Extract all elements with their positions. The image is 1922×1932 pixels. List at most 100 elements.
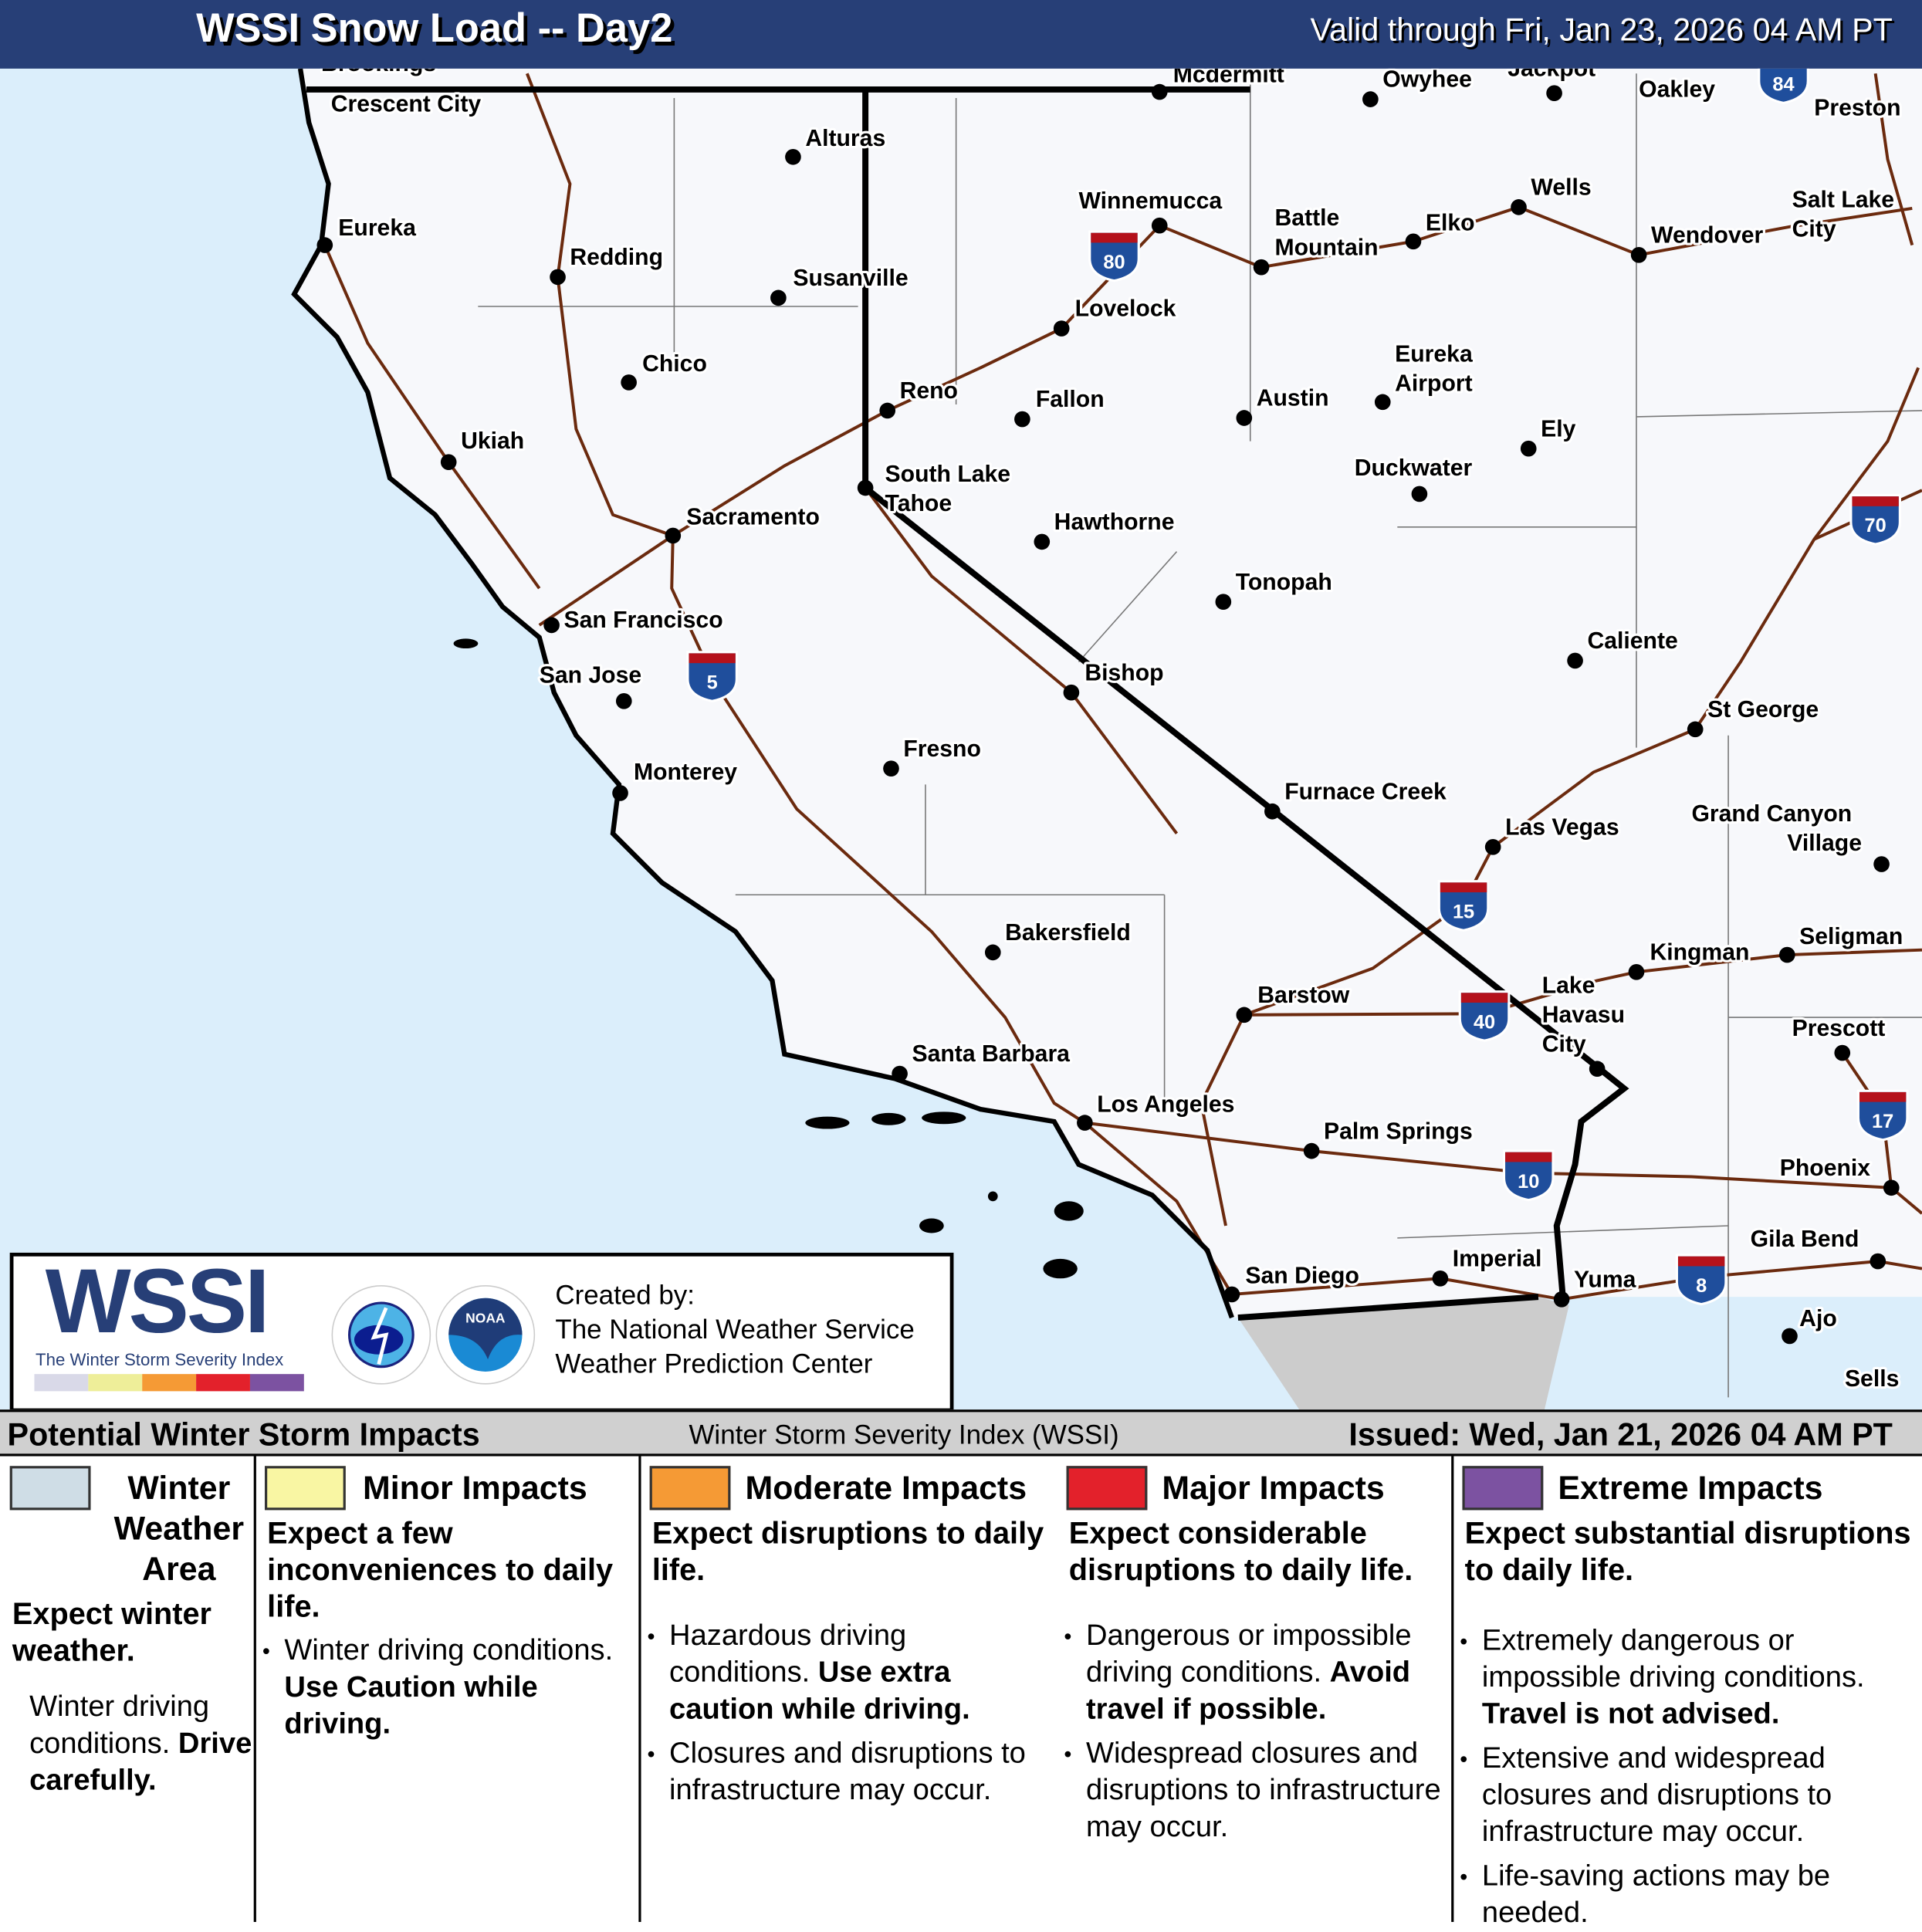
legend-index-name: Winter Storm Severity Index (WSSI) bbox=[689, 1419, 1119, 1450]
city-fallon[interactable]: Fallon bbox=[1014, 384, 1107, 428]
city-dot-icon bbox=[1215, 594, 1232, 611]
city-seligman[interactable]: Seligman bbox=[1778, 922, 1905, 963]
city-fresno[interactable]: Fresno bbox=[883, 734, 983, 777]
city-caliente[interactable]: Caliente bbox=[1567, 626, 1680, 669]
city-los-angeles[interactable]: Los Angeles bbox=[1077, 1089, 1237, 1131]
city-barstow[interactable]: Barstow bbox=[1236, 980, 1352, 1024]
impact-bullet: Closures and disruptions to infrastructu… bbox=[647, 1736, 1042, 1809]
city-crescent-city[interactable]: Crescent City bbox=[329, 89, 484, 119]
city-palm-springs[interactable]: Palm Springs bbox=[1303, 1116, 1475, 1159]
impact-bullet: Winter driving conditions. Use Caution w… bbox=[262, 1633, 632, 1743]
city-san-diego[interactable]: San Diego bbox=[1223, 1260, 1362, 1303]
city-prescott[interactable]: Prescott bbox=[1789, 1013, 1888, 1061]
city-dot-icon bbox=[1484, 838, 1501, 855]
bullet-text: Hazardous driving conditions. bbox=[669, 1619, 907, 1690]
city-duckwater[interactable]: Duckwater bbox=[1352, 453, 1475, 502]
city-mcdermitt[interactable]: Mcdermitt bbox=[1151, 69, 1287, 100]
city-lovelock[interactable]: Lovelock bbox=[1053, 294, 1179, 337]
highway-line bbox=[1244, 948, 1922, 1017]
city-sacramento[interactable]: Sacramento bbox=[665, 502, 822, 544]
city-dot-icon bbox=[1546, 85, 1562, 102]
interstate-80-shield-icon: 80 bbox=[1088, 230, 1140, 283]
city-dot-icon bbox=[1034, 533, 1051, 550]
city-preston[interactable]: Preston bbox=[1812, 93, 1903, 123]
wssi-scale-swatch bbox=[34, 1374, 89, 1392]
city-alturas[interactable]: Alturas bbox=[785, 123, 888, 165]
category-swatch bbox=[1066, 1466, 1148, 1511]
wssi-scale-swatch bbox=[196, 1374, 250, 1392]
city-st-george[interactable]: St George bbox=[1687, 695, 1821, 738]
credit-org-wpc: Weather Prediction Center bbox=[555, 1348, 873, 1379]
city-hawthorne[interactable]: Hawthorne bbox=[1034, 507, 1177, 550]
city-chico[interactable]: Chico bbox=[621, 349, 709, 391]
city-san-francisco[interactable]: San Francisco bbox=[543, 605, 726, 635]
interstate-number: 17 bbox=[1872, 1111, 1893, 1132]
city-winnemucca[interactable]: Winnemucca bbox=[1076, 186, 1225, 234]
city-ukiah[interactable]: Ukiah bbox=[440, 426, 526, 470]
city-kingman[interactable]: Kingman bbox=[1628, 937, 1752, 980]
city-sells[interactable]: Sells bbox=[1842, 1364, 1902, 1394]
city-owyhee[interactable]: Owyhee bbox=[1362, 69, 1474, 107]
city-dot-icon bbox=[857, 479, 874, 496]
city-label: Wendover bbox=[1651, 222, 1763, 248]
city-tonopah[interactable]: Tonopah bbox=[1215, 567, 1335, 611]
city-oakley[interactable]: Oakley bbox=[1636, 74, 1718, 104]
city-battle-mountain[interactable]: Battle Mountain bbox=[1253, 203, 1381, 276]
city-santa-barbara[interactable]: Santa Barbara bbox=[892, 1039, 1072, 1082]
city-dot-icon bbox=[1511, 199, 1527, 215]
city-susanville[interactable]: Susanville bbox=[770, 263, 911, 306]
city-brookings[interactable]: Brookings bbox=[319, 69, 438, 79]
city-austin[interactable]: Austin bbox=[1236, 383, 1332, 426]
city-label: Brookings bbox=[321, 69, 436, 76]
city-dot-icon bbox=[1264, 803, 1281, 820]
city-label: Redding bbox=[570, 245, 663, 270]
bullet-text: Winter driving conditions. bbox=[29, 1690, 210, 1761]
city-ely[interactable]: Ely bbox=[1520, 414, 1579, 457]
island bbox=[453, 638, 479, 649]
map-canvas[interactable]: 80 5 15 40 10 8 17 70 84 Brookings Crescent City E… bbox=[0, 68, 1922, 1410]
city-reno[interactable]: Reno bbox=[879, 376, 960, 419]
bullet-text: Winter driving conditions. bbox=[284, 1633, 614, 1667]
city-wendover[interactable]: Wendover bbox=[1630, 220, 1766, 263]
city-yuma[interactable]: Yuma bbox=[1553, 1264, 1639, 1308]
city-dot-icon bbox=[1236, 410, 1253, 426]
city-eureka[interactable]: Eureka bbox=[316, 213, 418, 253]
city-wells[interactable]: Wells bbox=[1511, 172, 1594, 215]
city-label: Salt Lake City bbox=[1792, 187, 1894, 242]
city-dot-icon bbox=[1778, 946, 1795, 963]
city-bishop[interactable]: Bishop bbox=[1063, 658, 1166, 701]
legend-divider bbox=[1451, 1456, 1454, 1922]
city-label: Imperial bbox=[1453, 1246, 1542, 1271]
city-las-vegas[interactable]: Las Vegas bbox=[1484, 812, 1622, 855]
city-jackpot[interactable]: Jackpot bbox=[1505, 69, 1598, 102]
city-furnace-creek[interactable]: Furnace Creek bbox=[1264, 777, 1449, 820]
city-south-lake-tahoe[interactable]: South Lake Tahoe bbox=[857, 459, 1013, 519]
city-elko[interactable]: Elko bbox=[1405, 208, 1477, 250]
interstate-84-shield-icon: 84 bbox=[1758, 68, 1809, 105]
city-dot-icon bbox=[984, 944, 1001, 961]
city-dot-icon bbox=[1374, 394, 1391, 411]
mexico-region bbox=[1237, 1297, 1569, 1410]
legend-title: Potential Winter Storm Impacts bbox=[7, 1416, 480, 1453]
city-phoenix[interactable]: Phoenix bbox=[1778, 1153, 1900, 1196]
city-san-jose[interactable]: San Jose bbox=[537, 660, 644, 709]
city-monterey[interactable]: Monterey bbox=[612, 757, 739, 801]
city-label: Alturas bbox=[805, 126, 885, 151]
city-salt-lake-city[interactable]: Salt Lake City bbox=[1789, 184, 1897, 244]
state-border bbox=[862, 89, 1629, 1298]
bullet-emphasis: Use Caution while driving. bbox=[284, 1670, 538, 1741]
bullet-text: Extremely dangerous or impossible drivin… bbox=[1481, 1624, 1865, 1694]
city-eureka-airport[interactable]: Eureka Airport bbox=[1374, 339, 1475, 411]
city-lake-havasu-city[interactable]: Lake Havasu City bbox=[1540, 970, 1627, 1078]
city-redding[interactable]: Redding bbox=[550, 242, 665, 286]
city-bakersfield[interactable]: Bakersfield bbox=[984, 918, 1133, 961]
city-grand-canyon-village[interactable]: Grand Canyon Village bbox=[1689, 799, 1890, 872]
city-ajo[interactable]: Ajo bbox=[1782, 1304, 1839, 1345]
city-imperial[interactable]: Imperial bbox=[1432, 1243, 1545, 1287]
city-gila-bend[interactable]: Gila Bend bbox=[1748, 1224, 1886, 1270]
noaa-logo: NOAA bbox=[435, 1285, 536, 1385]
interstate-shields: 80 5 15 40 10 8 17 70 84 bbox=[686, 68, 1909, 1306]
wssi-scale-swatch bbox=[142, 1374, 197, 1392]
wssi-scale-swatch bbox=[88, 1374, 143, 1392]
interstate-number: 10 bbox=[1518, 1171, 1539, 1193]
